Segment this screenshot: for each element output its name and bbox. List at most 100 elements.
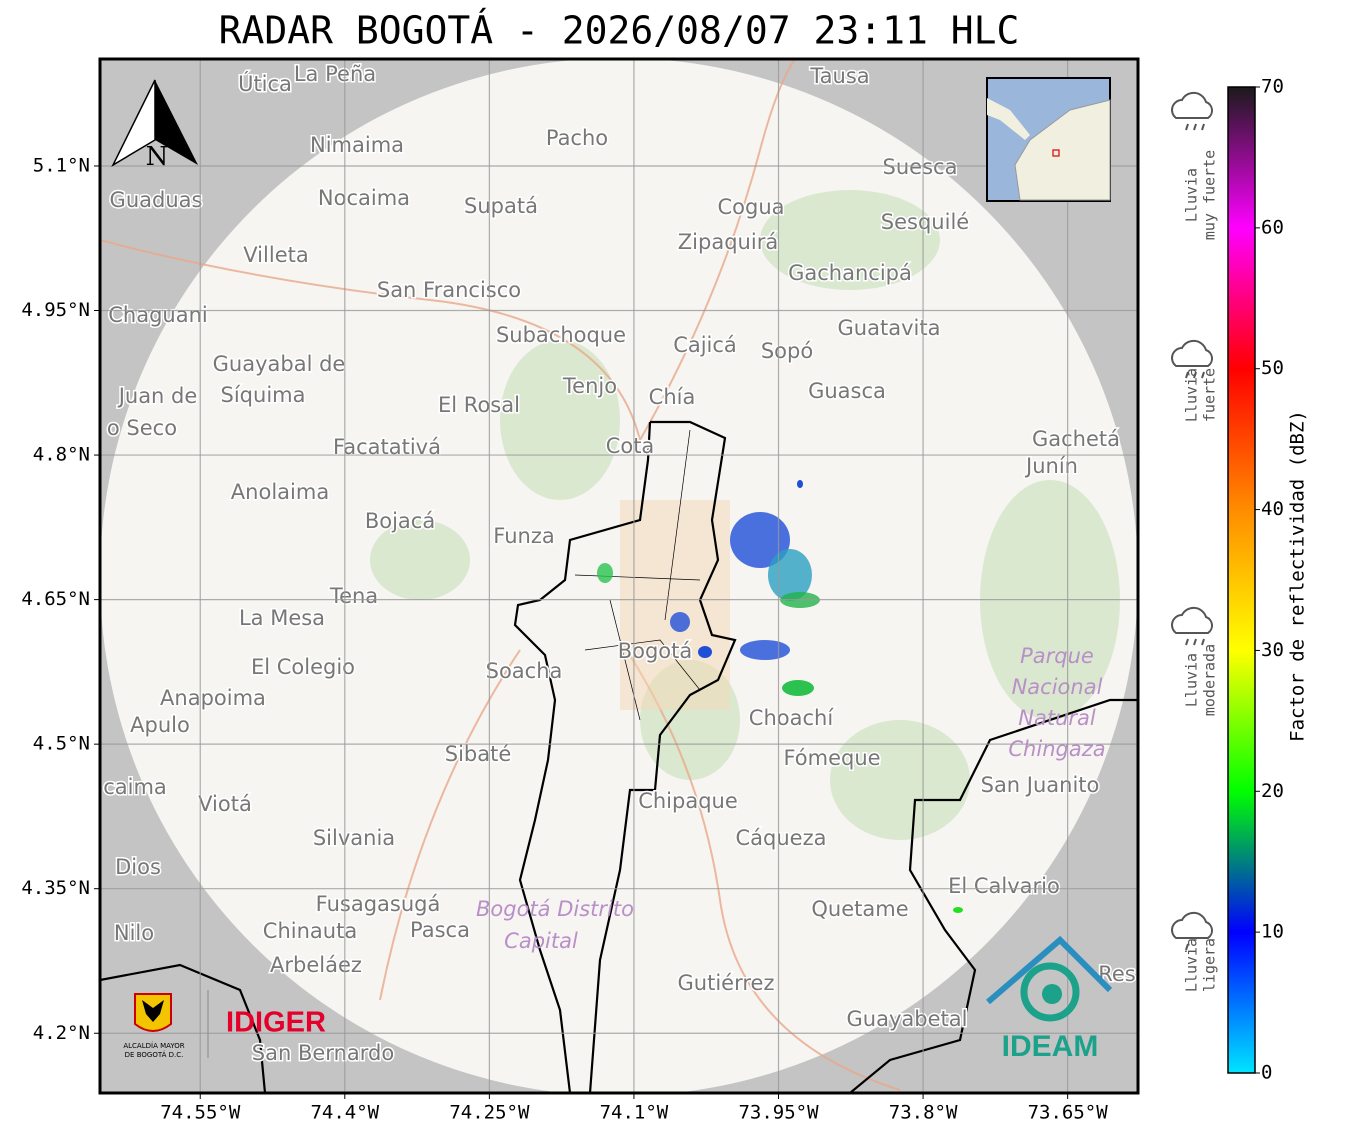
x-tick-label: 74.25°W bbox=[449, 1102, 530, 1124]
colorbar-tick-label: 30 bbox=[1261, 639, 1284, 661]
colorbar-tick-label: 70 bbox=[1261, 76, 1284, 98]
rain-drop bbox=[1185, 943, 1189, 951]
x-tick-label: 74.4°W bbox=[310, 1102, 379, 1124]
place-label: Suesca bbox=[883, 155, 958, 179]
place-label: Cajicá bbox=[673, 333, 737, 357]
place-label: Quetame bbox=[811, 897, 908, 921]
place-label: Cogua bbox=[717, 195, 784, 219]
x-tick-label: 73.95°W bbox=[738, 1102, 819, 1124]
place-label: Subachoque bbox=[496, 323, 626, 347]
place-label: Fómeque bbox=[783, 746, 880, 770]
place-label: Junín bbox=[1024, 454, 1078, 478]
localities bbox=[574, 429, 701, 721]
rain-level-label: Lluvia bbox=[1183, 653, 1201, 707]
y-tick-label: 4.65°N bbox=[21, 588, 90, 610]
rain-level-label: muy fuerte bbox=[1201, 150, 1219, 240]
place-label: Silvania bbox=[313, 826, 395, 850]
boundaries bbox=[100, 420, 1138, 1093]
rain-drop bbox=[1193, 371, 1197, 379]
place-label: Pasca bbox=[410, 918, 470, 942]
place-label: Choachí bbox=[749, 706, 835, 730]
place-label: Síquima bbox=[221, 383, 306, 407]
place-label: San Francisco bbox=[377, 278, 521, 302]
y-tick-label: 5.1°N bbox=[33, 154, 90, 176]
roads bbox=[100, 59, 901, 1091]
x-tick-label: 74.1°W bbox=[600, 1102, 669, 1124]
area-label: Capital bbox=[504, 929, 578, 953]
rain-icon bbox=[1171, 911, 1213, 939]
alcaldia-logo: ALCALDÍA MAYOR DE BOGOTÁ D.C. IDIGER bbox=[123, 990, 326, 1059]
place-label: Anapoima bbox=[160, 686, 266, 710]
rain-icon bbox=[1171, 606, 1213, 634]
area-label: Nacional bbox=[1012, 675, 1103, 699]
colorbar-tick-label: 50 bbox=[1261, 357, 1284, 379]
rain-level-label: ligera bbox=[1201, 938, 1219, 992]
place-label: Sopó bbox=[761, 339, 813, 363]
colorbar-tick-label: 20 bbox=[1261, 780, 1284, 802]
x-tick-label: 74.55°W bbox=[160, 1102, 241, 1124]
rain-drop bbox=[1185, 638, 1189, 646]
place-label: Nilo bbox=[114, 921, 154, 945]
place-label: Villeta bbox=[243, 243, 308, 267]
x-tick-label: 73.8°W bbox=[889, 1102, 958, 1124]
colorbar-tick-label: 0 bbox=[1261, 1062, 1272, 1084]
place-label: Arbeláez bbox=[270, 953, 362, 977]
place-label: Funza bbox=[493, 524, 554, 548]
place-label: Bogotá bbox=[618, 639, 693, 663]
colorbar-label: Factor de reflectividad (dBZ) bbox=[1287, 410, 1309, 742]
rain-icon bbox=[1171, 91, 1213, 119]
y-tick-label: 4.5°N bbox=[33, 733, 90, 755]
y-tick-label: 4.2°N bbox=[33, 1022, 90, 1044]
rain-level-label: fuerte bbox=[1201, 368, 1219, 422]
place-label: Chipaque bbox=[638, 789, 738, 813]
place-label: Chaguani bbox=[108, 303, 208, 327]
place-label: El Rosal bbox=[438, 393, 520, 417]
place-label: Cota bbox=[606, 434, 655, 458]
grid bbox=[100, 59, 1138, 1093]
idiger-logo: IDIGER bbox=[226, 1007, 326, 1039]
rain-drop bbox=[1201, 123, 1205, 131]
alcaldia-line: DE BOGOTÁ D.C. bbox=[125, 1050, 184, 1059]
y-tick-label: 4.8°N bbox=[33, 444, 90, 466]
place-label: Chía bbox=[649, 385, 696, 409]
place-label: La Mesa bbox=[239, 606, 325, 630]
place-label: Útica bbox=[238, 71, 292, 96]
place-label: San Bernardo bbox=[252, 1041, 394, 1065]
colorbar-ticks: 0 10 20 30 40 50 60 70 bbox=[1255, 76, 1284, 1084]
place-label: Viotá bbox=[198, 792, 252, 816]
rain-drop bbox=[1193, 123, 1197, 131]
place-label: caima bbox=[103, 775, 167, 799]
place-label: Anolaima bbox=[231, 480, 329, 504]
place-label: Juan de bbox=[117, 384, 198, 408]
place-label: Tena bbox=[329, 584, 378, 608]
place-labels: Útica La Peña Tausa Pacho Nimaima Suesca Guadu… bbox=[102, 61, 1138, 1067]
north-label: N bbox=[146, 142, 169, 172]
place-label: Supatá bbox=[464, 194, 538, 218]
area-label: Chingaza bbox=[1008, 737, 1105, 761]
place-label: o Seco bbox=[107, 416, 177, 440]
place-label: Guatavita bbox=[838, 316, 941, 340]
place-label: Pacho bbox=[546, 126, 608, 150]
rain-level-label: Lluvia bbox=[1183, 938, 1201, 992]
rain-level-label: Lluvia bbox=[1183, 168, 1201, 222]
place-label: Apulo bbox=[130, 713, 190, 737]
alcaldia-line: ALCALDÍA MAYOR bbox=[123, 1041, 184, 1050]
north-arrow: N bbox=[111, 79, 198, 172]
place-label: Fusagasugá bbox=[316, 892, 441, 916]
place-label: Dios bbox=[115, 855, 161, 879]
place-label: Chinauta bbox=[263, 919, 357, 943]
inset-map bbox=[986, 77, 1111, 202]
rain-drop bbox=[1193, 638, 1197, 646]
x-tick-label: 73.65°W bbox=[1028, 1102, 1109, 1124]
place-label: El Colegio bbox=[251, 655, 355, 679]
place-label: Sibaté bbox=[445, 742, 512, 766]
urban-area bbox=[620, 500, 730, 710]
rain-drop bbox=[1185, 123, 1189, 131]
place-label: Guayabal de bbox=[213, 352, 346, 376]
rain-level-label: Lluvia bbox=[1183, 368, 1201, 422]
colorbar bbox=[1227, 86, 1256, 1074]
y-tick-label: 4.95°N bbox=[21, 299, 90, 321]
place-label: Tenjo bbox=[562, 374, 617, 398]
